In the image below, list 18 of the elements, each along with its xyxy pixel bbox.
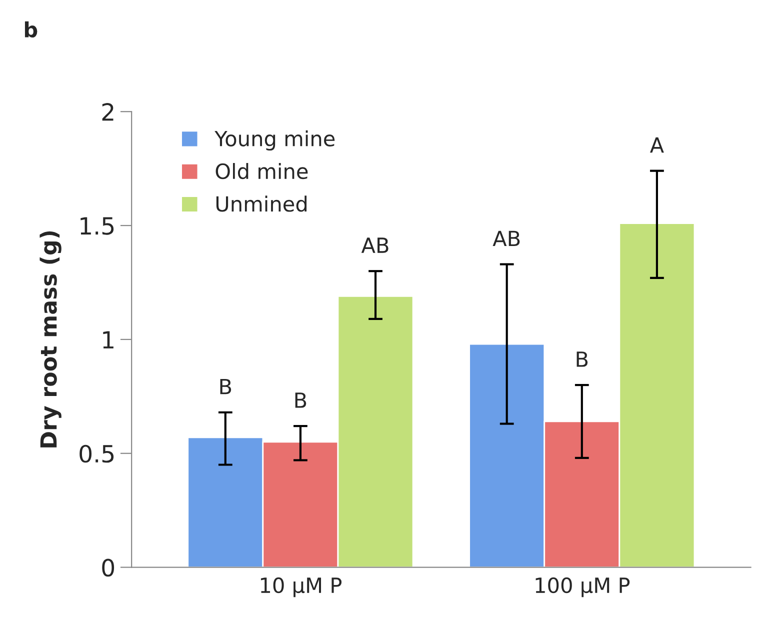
annotation: A (650, 137, 664, 153)
y-tick-label: 0.5 (80, 444, 114, 463)
x-tick-label: 100 µM P (536, 577, 630, 598)
annotation: B (295, 392, 306, 408)
annotation: AB (361, 238, 388, 253)
y-axis-title: Dry root mass (g) (40, 231, 62, 448)
annotation: B (220, 378, 232, 394)
annotation: AB (492, 230, 520, 246)
y-tick-label: 0 (102, 558, 114, 577)
annotation: B (576, 352, 588, 367)
x-tick-label: 10 µM P (260, 577, 342, 598)
y-tick-label: 2 (102, 103, 114, 121)
y-tick-label: 1.5 (80, 217, 114, 235)
legend-label: Young mine (214, 130, 335, 151)
legend-label: Unmined (216, 196, 307, 212)
y-tick-label: 1 (103, 331, 114, 348)
chart-title: b (24, 21, 38, 38)
legend-label: Old mine (216, 163, 308, 180)
